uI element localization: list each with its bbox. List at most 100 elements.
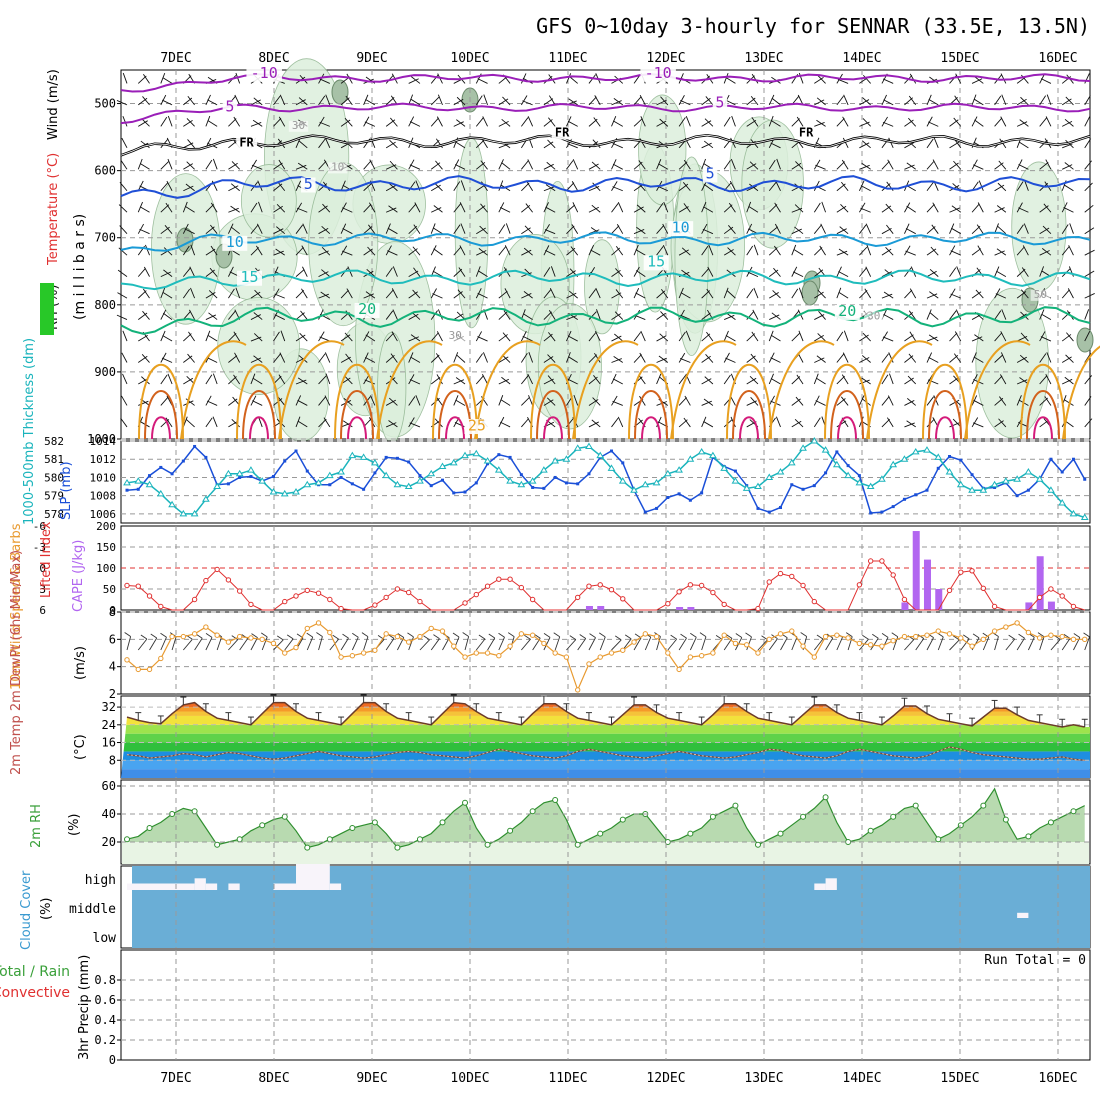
- barb-56-534: [751, 116, 759, 127]
- barb-19-726: [340, 245, 348, 256]
- barb-84-630: [1063, 184, 1074, 192]
- barb-23-662: [385, 207, 397, 213]
- barb-18-470: [319, 78, 330, 84]
- barb-73-918: [949, 377, 959, 385]
- barb-48-822: [660, 311, 669, 320]
- barb-68-598: [887, 159, 894, 170]
- barb-34-982: [500, 421, 511, 428]
- wind-barb-47: [656, 636, 661, 651]
- li-point-24: [394, 586, 401, 592]
- barb-62-886: [816, 355, 826, 363]
- cape-bar-71: [923, 559, 931, 610]
- barb-52-534: [704, 118, 714, 127]
- wind-point-74: [958, 635, 964, 641]
- barb-3-470: [160, 72, 166, 84]
- barb-63-662: [836, 205, 847, 213]
- slp-point-30: [463, 490, 467, 494]
- barb-45-502: [633, 96, 642, 106]
- barb-58-918: [770, 378, 781, 385]
- thickness-point-3: [156, 489, 165, 497]
- contour-label-2: 5: [225, 98, 234, 116]
- wind-flag-66: [872, 633, 879, 639]
- barb-65-854: [859, 334, 869, 342]
- barb-44-886: [613, 355, 624, 363]
- thickness-point-63: [832, 460, 841, 468]
- barb-12-662: [258, 201, 263, 213]
- barb-53-598: [723, 160, 731, 170]
- thickness-point-57: [765, 473, 774, 480]
- barb-33-886: [498, 356, 509, 363]
- barb-24-758: [392, 266, 398, 277]
- diurnal-link-0: [180, 340, 247, 440]
- barb-2-662: [139, 206, 150, 213]
- barb-0-470: [122, 72, 128, 84]
- barb-9-982: [228, 420, 239, 428]
- rh-point-82: [1047, 819, 1054, 826]
- barb-64-662: [840, 204, 849, 213]
- diurnal-contour-8-2: [935, 416, 955, 440]
- barb-42-950: [592, 397, 601, 406]
- bottom-day-label-7DEC: 7DEC: [160, 1071, 191, 1086]
- barb-56-822: [752, 309, 759, 320]
- barb-53-694: [723, 226, 734, 235]
- contour-label-19: 50: [1034, 288, 1047, 301]
- barb-43-886: [611, 358, 622, 363]
- barb-50-502: [680, 100, 691, 106]
- diurnal-contour-0-0: [138, 363, 184, 440]
- wind-barb-12: [261, 636, 268, 651]
- thickness-point-13: [269, 488, 278, 495]
- barb-69-950: [904, 400, 915, 406]
- slp-point-66: [869, 511, 873, 515]
- barb-21-726: [363, 248, 373, 256]
- barb-46-758: [635, 270, 646, 278]
- wind-flag-24: [397, 633, 405, 638]
- barb-37-630: [543, 186, 555, 192]
- barb-0-790: [117, 292, 128, 299]
- li-point-44: [620, 596, 626, 602]
- barb-53-886: [723, 352, 730, 363]
- barb-50-982: [683, 417, 691, 428]
- cape-bar-82: [1047, 601, 1055, 610]
- barb-57-886: [768, 352, 775, 363]
- barb-29-630: [453, 181, 461, 192]
- thickness-point-24: [393, 480, 402, 488]
- precip-run-total: Run Total = 0: [984, 953, 1086, 968]
- barb-30-886: [456, 354, 466, 363]
- barb-23-566: [385, 141, 396, 149]
- barb-35-854: [520, 331, 527, 342]
- barb-43-950: [611, 395, 618, 406]
- barb-16-502: [298, 97, 308, 106]
- slp-point-11: [249, 475, 253, 479]
- barb-22-886: [364, 356, 376, 363]
- barb-79-886: [1016, 356, 1027, 363]
- barb-26-886: [410, 356, 421, 363]
- diurnal-contour-2-0: [334, 363, 380, 440]
- barb-40-662: [572, 202, 579, 213]
- barb-75-598: [971, 159, 978, 170]
- wind-point-38: [552, 650, 558, 656]
- wind-flag-84: [1073, 633, 1081, 638]
- wind-point-82: [1048, 632, 1054, 638]
- wind-barb-64: [847, 636, 853, 651]
- barb-65-694: [859, 224, 867, 234]
- diurnal-contour-6-0: [726, 363, 772, 440]
- barb-49-630: [678, 183, 689, 192]
- barb-75-502: [971, 94, 977, 106]
- thickness-point-11: [247, 466, 255, 473]
- top-day-label-11DEC: 11DEC: [548, 51, 587, 66]
- wind-flag-31: [478, 634, 486, 640]
- barb-78-758: [996, 270, 1007, 278]
- barb-27-918: [430, 377, 441, 385]
- li-tick-3: 3: [39, 583, 46, 596]
- cloud-block-2: [205, 883, 218, 890]
- slp-point-48: [666, 495, 670, 499]
- barb-12-598: [251, 164, 263, 170]
- barb-17-566: [318, 138, 326, 149]
- diurnal-contour-8-1: [928, 390, 962, 440]
- wind-barb-69: [904, 639, 915, 651]
- barb-82-726: [1041, 248, 1052, 256]
- barb-27-726: [430, 245, 437, 256]
- barb-11-502: [250, 99, 261, 106]
- rh-point-40: [574, 841, 581, 848]
